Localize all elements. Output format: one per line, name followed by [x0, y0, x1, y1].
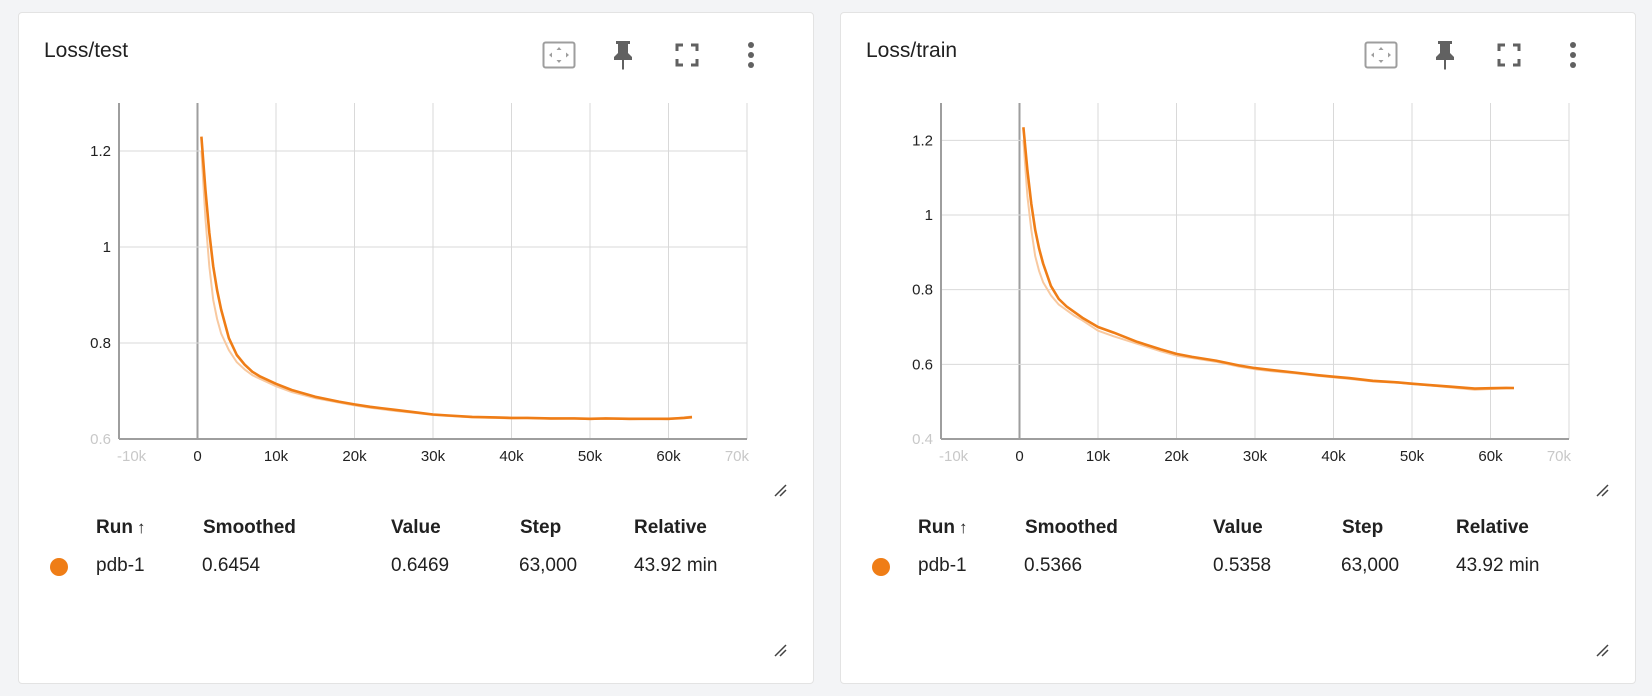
- sort-arrow-icon: ↑: [136, 518, 146, 537]
- more-options-button[interactable]: [731, 35, 771, 75]
- x-tick-label: -10k: [117, 448, 147, 465]
- more-options-button[interactable]: [1553, 35, 1593, 75]
- column-header-step[interactable]: Step: [520, 517, 562, 538]
- x-tick-label: -10k: [939, 448, 969, 465]
- column-header-value[interactable]: Value: [391, 517, 441, 538]
- raw-value: 0.5358: [1213, 555, 1272, 576]
- y-tick-label: 0.8: [912, 282, 933, 299]
- run-name: pdb-1: [918, 555, 967, 576]
- column-header-run[interactable]: Run ↑: [96, 517, 146, 538]
- y-tick-label: 1: [925, 207, 933, 224]
- x-tick-label: 60k: [1478, 448, 1503, 465]
- x-tick-label: 0: [193, 448, 201, 465]
- relative-time: 43.92 min: [634, 555, 718, 576]
- pin-icon: [1436, 41, 1454, 70]
- y-tick-label: 1.2: [90, 143, 111, 160]
- pin-button[interactable]: [1425, 35, 1465, 75]
- chart-resize-handle[interactable]: [773, 483, 787, 497]
- series-line-smoothed: [200, 136, 693, 421]
- x-tick-label: 70k: [725, 448, 750, 465]
- column-header-step[interactable]: Step: [1342, 517, 1384, 538]
- smoothed-value: 0.6454: [202, 555, 261, 576]
- x-tick-label: 10k: [1086, 448, 1111, 465]
- x-tick-label: 30k: [421, 448, 446, 465]
- x-tick-label: 20k: [1164, 448, 1189, 465]
- resize-corner-icon: [774, 644, 787, 657]
- scalar-card-loss-test: Loss/test -10k 0 10k 20k 30k 40k 50k 60k: [18, 12, 814, 684]
- series-line-raw: [1022, 140, 1515, 391]
- resize-corner-icon: [774, 484, 787, 497]
- y-tick-label: 1: [103, 239, 111, 256]
- step-value: 63,000: [1341, 555, 1400, 576]
- pin-button[interactable]: [603, 35, 643, 75]
- y-tick-label: 0.6: [912, 356, 933, 373]
- column-header-relative[interactable]: Relative: [1456, 517, 1529, 538]
- fit-domain-button[interactable]: [539, 35, 579, 75]
- line-chart[interactable]: -10k 0 10k 20k 30k 40k 50k 60k 70k 0.6 0.8 1 1.2: [19, 93, 815, 493]
- line-chart[interactable]: -10k 0 10k 20k 30k 40k 50k 60k 70k 0.4 0.6 0.8 1 1.2: [841, 93, 1637, 493]
- y-tick-label: 0.8: [90, 335, 111, 352]
- x-tick-label: 70k: [1547, 448, 1572, 465]
- x-tick-label: 40k: [1321, 448, 1346, 465]
- run-color-dot: [50, 558, 68, 576]
- fullscreen-button[interactable]: [1489, 35, 1529, 75]
- x-tick-label: 10k: [264, 448, 289, 465]
- card-title: Loss/train: [866, 39, 958, 62]
- card-title: Loss/test: [44, 39, 129, 62]
- fullscreen-button[interactable]: [667, 35, 707, 75]
- x-tick-label: 0: [1015, 448, 1023, 465]
- run-name: pdb-1: [96, 555, 145, 576]
- x-tick-label: 20k: [342, 448, 367, 465]
- x-tick-label: 60k: [656, 448, 681, 465]
- more-vert-icon: [748, 42, 754, 68]
- raw-value: 0.6469: [391, 555, 450, 576]
- x-tick-label: 30k: [1243, 448, 1268, 465]
- series-line-raw: [200, 150, 693, 421]
- y-tick-label: 0.4: [912, 431, 933, 448]
- fullscreen-icon: [1497, 43, 1521, 67]
- fit-domain-button[interactable]: [1361, 35, 1401, 75]
- column-header-value[interactable]: Value: [1213, 517, 1263, 538]
- step-value: 63,000: [519, 555, 578, 576]
- x-tick-label: 40k: [499, 448, 524, 465]
- fit-domain-icon: [1364, 41, 1398, 69]
- resize-corner-icon: [1596, 644, 1609, 657]
- fit-domain-icon: [542, 41, 576, 69]
- smoothed-value: 0.5366: [1024, 555, 1083, 576]
- more-vert-icon: [1570, 42, 1576, 68]
- fullscreen-icon: [675, 43, 699, 67]
- series-line-smoothed: [1022, 127, 1515, 390]
- column-header-smoothed[interactable]: Smoothed: [1025, 517, 1118, 538]
- relative-time: 43.92 min: [1456, 555, 1540, 576]
- x-tick-label: 50k: [578, 448, 603, 465]
- x-tick-label: 50k: [1400, 448, 1425, 465]
- table-resize-handle[interactable]: [773, 643, 787, 657]
- scalar-card-loss-train: Loss/train -10k 0 10k 20k 30k 40k 50k 60: [840, 12, 1636, 684]
- column-header-relative[interactable]: Relative: [634, 517, 707, 538]
- pin-icon: [614, 41, 632, 70]
- run-color-dot: [872, 558, 890, 576]
- y-tick-label: 0.6: [90, 431, 111, 448]
- y-tick-label: 1.2: [912, 132, 933, 149]
- column-header-run[interactable]: Run ↑: [918, 517, 968, 538]
- chart-resize-handle[interactable]: [1595, 483, 1609, 497]
- table-resize-handle[interactable]: [1595, 643, 1609, 657]
- sort-arrow-icon: ↑: [958, 518, 968, 537]
- column-header-smoothed[interactable]: Smoothed: [203, 517, 296, 538]
- resize-corner-icon: [1596, 484, 1609, 497]
